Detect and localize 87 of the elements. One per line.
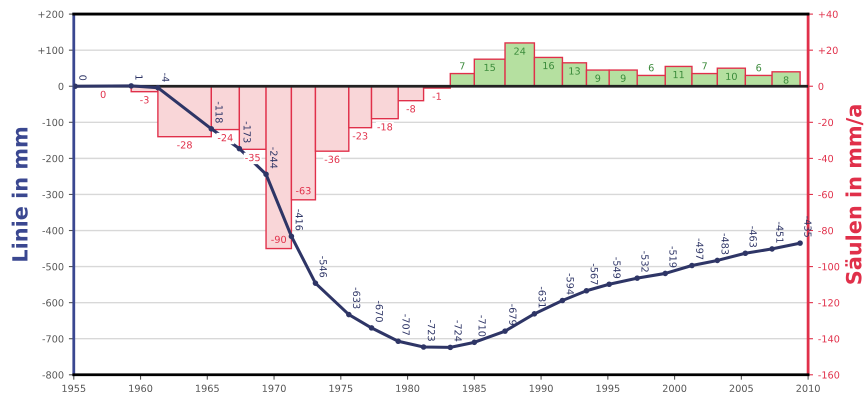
- x-tick-label: 1995: [596, 384, 620, 392]
- x-tick-label: 1975: [330, 384, 352, 392]
- data-label: -23: [352, 132, 368, 140]
- data-label: 16: [543, 62, 554, 70]
- data-label: -90: [271, 236, 286, 244]
- y2-tick-label: -100: [818, 263, 840, 270]
- y-tick-label: +100: [38, 46, 64, 54]
- data-label: 6: [648, 64, 654, 72]
- data-label: -435: [804, 216, 812, 237]
- y-tick-label: +200: [38, 10, 64, 18]
- data-label: -63: [296, 187, 311, 194]
- y-tick-label: -300: [42, 190, 64, 198]
- x-tick-label: 2010: [796, 384, 820, 392]
- data-label: 0: [100, 90, 106, 98]
- y-tick-label: 0: [58, 82, 64, 90]
- y2-tick-label: -140: [818, 335, 840, 343]
- data-label: -4: [162, 73, 170, 82]
- data-label: 8: [784, 76, 789, 84]
- x-tick-label: 2005: [730, 384, 753, 392]
- data-label: 0: [79, 75, 87, 80]
- y-tick-label: -200: [42, 154, 64, 162]
- x-tick-label: 1955: [62, 384, 86, 392]
- y2-tick-label: -20: [818, 118, 834, 126]
- data-label: -679: [509, 304, 517, 326]
- data-label: -724: [454, 320, 462, 342]
- data-label: -532: [641, 251, 649, 272]
- data-label: 6: [756, 64, 762, 72]
- x-tick-label: 1990: [530, 384, 553, 392]
- y-tick-label: -100: [42, 118, 64, 126]
- y2-tick-label: -80: [818, 226, 834, 234]
- x-tick-label: 1965: [196, 384, 219, 392]
- data-label: 7: [702, 62, 707, 70]
- y2-tick-label: +20: [818, 46, 838, 54]
- data-label: -707: [402, 314, 410, 336]
- y-tick-label: -600: [42, 299, 64, 306]
- data-label: -8: [406, 105, 416, 113]
- data-label: 7: [460, 62, 465, 70]
- data-label: -710: [478, 315, 486, 336]
- data-label: -549: [613, 257, 621, 278]
- y2-tick-label: -60: [818, 190, 834, 198]
- data-label: -567: [590, 264, 598, 285]
- data-label: -594: [566, 273, 574, 295]
- y2-tick-label: -160: [818, 371, 840, 379]
- data-label: 9: [595, 74, 600, 82]
- data-label: 15: [484, 64, 496, 72]
- data-label: 1: [135, 75, 143, 80]
- y2-axis-title: Säulen in mm/a: [845, 105, 864, 284]
- data-label: 11: [673, 71, 684, 78]
- data-label: 10: [726, 72, 737, 80]
- x-tick-label: 2000: [662, 384, 686, 392]
- x-tick-label: 1980: [396, 384, 420, 392]
- data-label: 24: [514, 47, 526, 55]
- data-label: -633: [352, 288, 360, 308]
- y-axis-title: Linie in mm: [12, 128, 28, 261]
- data-label: -173: [243, 122, 251, 142]
- data-label: -519: [669, 246, 677, 268]
- y2-tick-label: 0: [818, 82, 824, 90]
- data-label: -244: [270, 147, 278, 168]
- data-label: -28: [177, 141, 192, 149]
- data-label: -3: [140, 96, 149, 104]
- data-label: -483: [721, 233, 729, 254]
- x-tick-label: 1970: [262, 384, 286, 392]
- y-tick-label: -500: [42, 263, 64, 270]
- data-label: -546: [320, 256, 327, 278]
- data-label: -463: [749, 226, 757, 248]
- data-label: 13: [569, 67, 580, 75]
- y2-tick-label: +40: [818, 10, 838, 18]
- data-label: -18: [377, 123, 392, 131]
- y-tick-label: -800: [42, 371, 64, 379]
- data-label: -24: [218, 134, 233, 142]
- data-label: -631: [538, 286, 546, 308]
- data-label: 9: [620, 74, 626, 82]
- data-label: -670: [376, 300, 383, 322]
- data-label: -451: [776, 222, 784, 243]
- x-tick-label: 1960: [129, 384, 152, 392]
- data-label: -723: [428, 320, 436, 341]
- y2-tick-label: -40: [818, 154, 834, 162]
- data-label: -1: [432, 92, 441, 100]
- y-tick-label: -400: [42, 226, 64, 234]
- x-tick-label: 1985: [463, 384, 486, 392]
- data-label: -416: [296, 209, 303, 230]
- data-label: -118: [215, 102, 223, 123]
- data-label: -497: [696, 238, 704, 260]
- data-label: -36: [324, 156, 340, 164]
- y-tick-label: -700: [42, 335, 64, 343]
- data-label: -35: [245, 154, 260, 162]
- y2-tick-label: -120: [818, 299, 840, 306]
